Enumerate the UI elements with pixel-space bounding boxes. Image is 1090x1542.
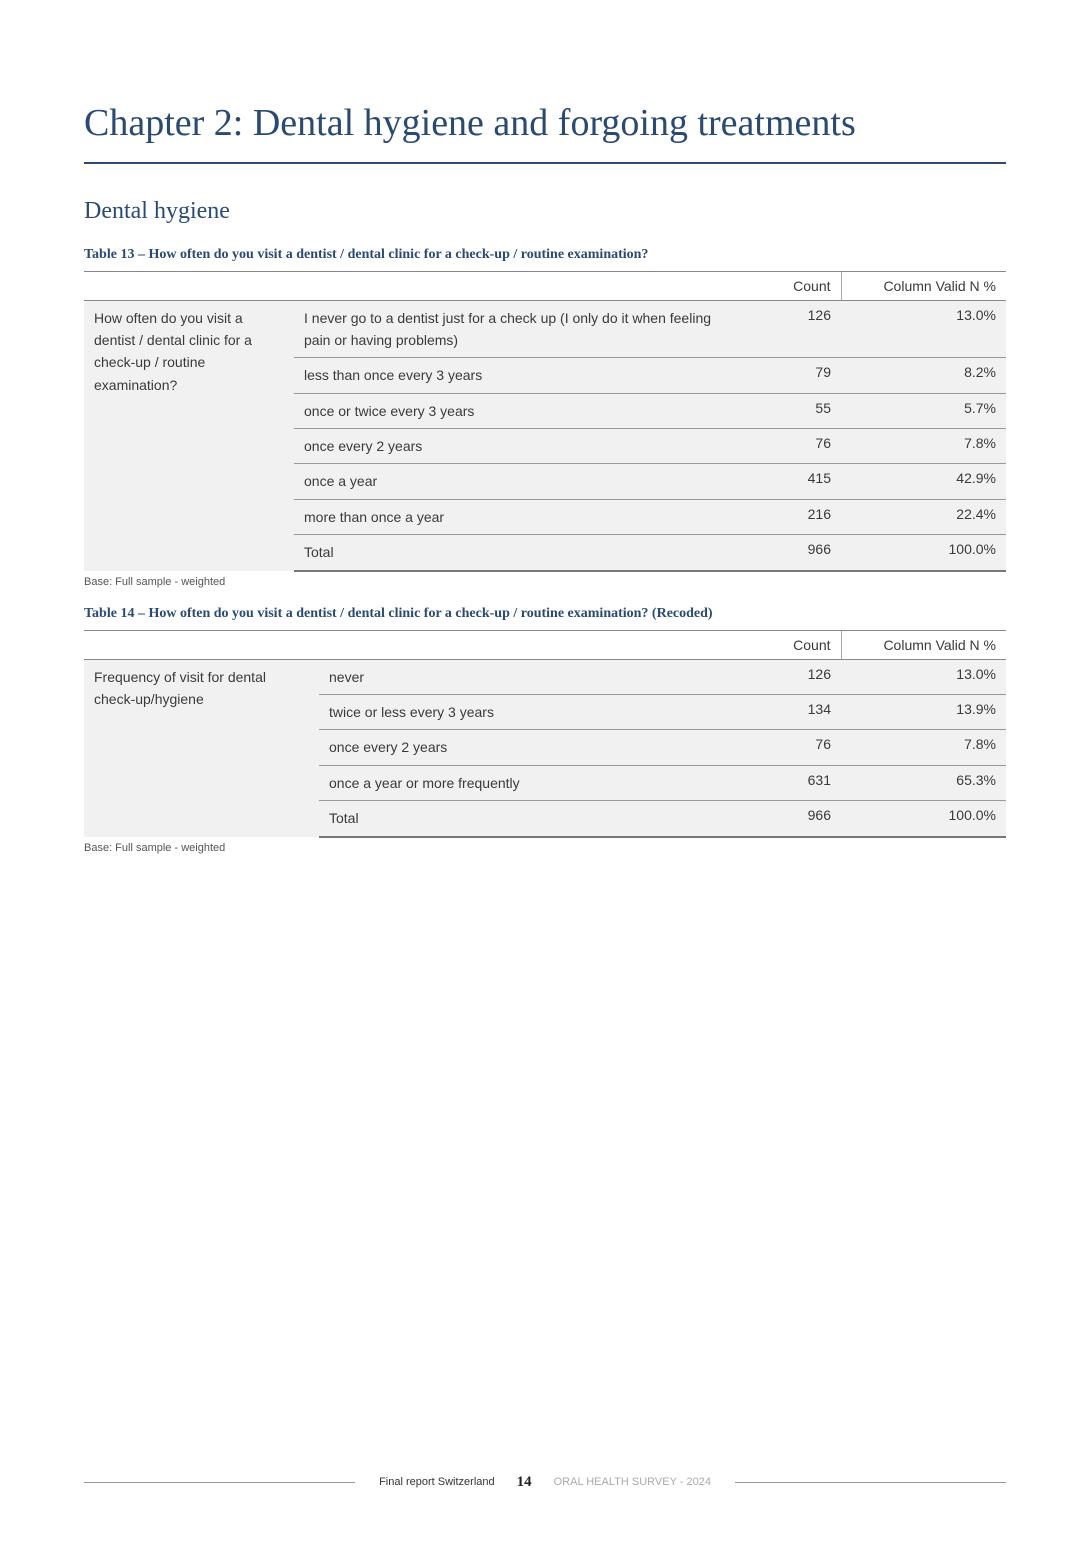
table-row: 22.4% — [841, 499, 1006, 534]
table-row: 8.2% — [841, 358, 1006, 393]
table14-base-note: Base: Full sample - weighted — [84, 842, 1006, 854]
table-row: 55 — [741, 393, 841, 428]
table-row: 216 — [741, 499, 841, 534]
page-footer: Final report Switzerland 14 ORAL HEALTH … — [84, 1470, 1006, 1494]
table-row: once every 2 years — [319, 730, 741, 765]
table-row: once or twice every 3 years — [294, 393, 741, 428]
table-row: 966 — [741, 535, 841, 571]
table-row: 134 — [741, 695, 841, 730]
table-row: 126 — [741, 300, 841, 358]
table-row: 7.8% — [841, 730, 1006, 765]
table-row: Total — [294, 535, 741, 571]
table14-caption: Table 14 – How often do you visit a dent… — [84, 606, 1006, 622]
table-row: once a year — [294, 464, 741, 499]
table-row: 100.0% — [841, 801, 1006, 837]
table-row: never — [319, 659, 741, 694]
table-row: 631 — [741, 765, 841, 800]
table-row: 5.7% — [841, 393, 1006, 428]
table13-caption: Table 13 – How often do you visit a dent… — [84, 247, 1006, 263]
table-row: 126 — [741, 659, 841, 694]
table-row: Total — [319, 801, 741, 837]
table13-question: How often do you visit a dentist / denta… — [84, 300, 294, 571]
table-row: less than once every 3 years — [294, 358, 741, 393]
table-row: 76 — [741, 429, 841, 464]
table-row: 13.0% — [841, 300, 1006, 358]
table-row: 7.8% — [841, 429, 1006, 464]
table-row: I never go to a dentist just for a check… — [294, 300, 741, 358]
table14-col-count: Count — [741, 630, 841, 659]
table-row: 415 — [741, 464, 841, 499]
table-row: 13.9% — [841, 695, 1006, 730]
table-row: twice or less every 3 years — [319, 695, 741, 730]
table-row: 966 — [741, 801, 841, 837]
footer-right: ORAL HEALTH SURVEY - 2024 — [544, 1476, 721, 1488]
table-row: once every 2 years — [294, 429, 741, 464]
table-row: more than once a year — [294, 499, 741, 534]
chapter-title: Chapter 2: Dental hygiene and forgoing t… — [84, 100, 1006, 164]
table13: Count Column Valid N % How often do you … — [84, 271, 1006, 572]
table13-col-pct: Column Valid N % — [841, 271, 1006, 300]
table13-base-note: Base: Full sample - weighted — [84, 576, 1006, 588]
table13-col-count: Count — [741, 271, 841, 300]
table-row: 100.0% — [841, 535, 1006, 571]
table-row: 76 — [741, 730, 841, 765]
table14-col-pct: Column Valid N % — [841, 630, 1006, 659]
table-row: 65.3% — [841, 765, 1006, 800]
table-row: 79 — [741, 358, 841, 393]
section-heading: Dental hygiene — [84, 198, 1006, 225]
footer-page-number: 14 — [505, 1474, 544, 1491]
table-row: 42.9% — [841, 464, 1006, 499]
table14-question: Frequency of visit for dental check-up/h… — [84, 659, 319, 836]
footer-left: Final report Switzerland — [369, 1476, 505, 1488]
table-row: 13.0% — [841, 659, 1006, 694]
table14: Count Column Valid N % Frequency of visi… — [84, 630, 1006, 838]
table-row: once a year or more frequently — [319, 765, 741, 800]
